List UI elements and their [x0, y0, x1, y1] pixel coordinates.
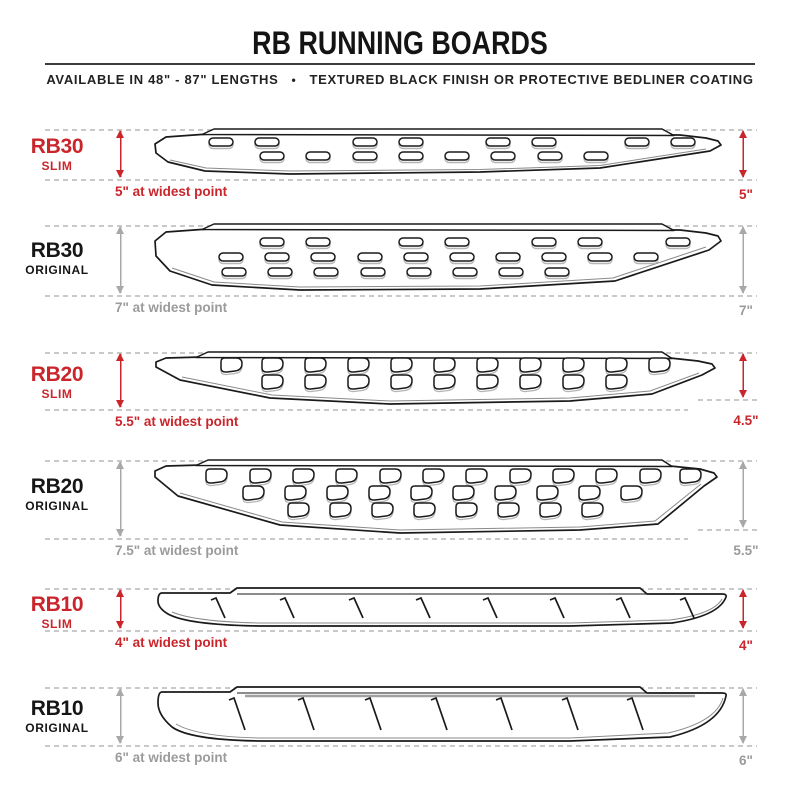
model-name: RB10	[30, 593, 84, 616]
board-drawing-rb10-original	[150, 685, 732, 745]
model-variant: ORIGINAL	[25, 263, 89, 277]
board-drawing-rb30-slim	[150, 127, 728, 179]
left-measure-arrow	[116, 461, 125, 537]
left-measure-arrow	[116, 130, 125, 178]
model-label: RB30 SLIM	[6, 136, 108, 172]
model-label: RB10 ORIGINAL	[6, 698, 108, 734]
board-drawing-rb20-slim	[150, 350, 728, 409]
left-measure-arrow	[116, 226, 125, 294]
title-divider	[45, 63, 755, 65]
bottom-guide-dashed-line	[45, 179, 757, 181]
model-variant: SLIM	[41, 617, 73, 631]
model-variant: ORIGINAL	[25, 499, 89, 513]
right-guide-dashed-line	[698, 529, 758, 531]
model-variant: ORIGINAL	[25, 721, 89, 735]
widest-point-caption: 7" at widest point	[115, 300, 228, 315]
right-measure-label: 4"	[739, 638, 753, 653]
board-drawing-rb10-slim	[150, 586, 732, 630]
board-drawing-rb30-original	[150, 223, 728, 295]
model-label: RB10 SLIM	[6, 594, 108, 630]
right-measure-label: 4.5"	[733, 413, 759, 428]
bottom-guide-dashed-line	[45, 745, 757, 747]
model-name: RB10	[30, 697, 84, 720]
widest-point-caption: 6" at widest point	[115, 750, 228, 765]
subtitle-finish: TEXTURED BLACK FINISH OR PROTECTIVE BEDL…	[309, 72, 754, 87]
bottom-guide-dashed-line	[45, 295, 757, 297]
board-drawing-rb20-original	[150, 458, 728, 538]
bullet-separator: •	[291, 72, 297, 87]
page-title: RB RUNNING BOARDS	[252, 25, 548, 61]
bottom-guide-dashed-line	[45, 409, 688, 411]
widest-point-caption: 5.5" at widest point	[115, 414, 239, 429]
model-name: RB30	[30, 135, 84, 158]
right-measure-arrow	[739, 130, 748, 178]
model-label: RB20 ORIGINAL	[6, 476, 108, 512]
subtitle: AVAILABLE IN 48" - 87" LENGTHS • TEXTURE…	[0, 72, 800, 87]
right-guide-dashed-line	[698, 399, 758, 401]
right-measure-arrow	[739, 589, 748, 629]
left-measure-arrow	[116, 589, 125, 629]
right-measure-arrow	[739, 353, 748, 398]
model-variant: SLIM	[41, 387, 73, 401]
widest-point-caption: 5" at widest point	[115, 184, 228, 199]
widest-point-caption: 4" at widest point	[115, 635, 228, 650]
left-measure-arrow	[116, 353, 125, 408]
model-label: RB30 ORIGINAL	[6, 240, 108, 276]
model-name: RB30	[30, 239, 84, 262]
model-variant: SLIM	[41, 159, 73, 173]
header: RB RUNNING BOARDS	[0, 0, 800, 62]
model-label: RB20 SLIM	[6, 364, 108, 400]
subtitle-lengths: AVAILABLE IN 48" - 87" LENGTHS	[46, 72, 279, 87]
left-measure-arrow	[116, 688, 125, 744]
right-measure-label: 5.5"	[733, 543, 759, 558]
right-measure-arrow	[739, 461, 748, 528]
right-measure-label: 5"	[739, 187, 753, 202]
widest-point-caption: 7.5" at widest point	[115, 543, 239, 558]
bottom-guide-dashed-line	[45, 538, 688, 540]
model-name: RB20	[30, 363, 84, 386]
right-measure-arrow	[739, 226, 748, 294]
right-measure-label: 7"	[739, 303, 753, 318]
right-measure-label: 6"	[739, 753, 753, 768]
right-measure-arrow	[739, 688, 748, 744]
bottom-guide-dashed-line	[45, 630, 757, 632]
model-name: RB20	[30, 475, 84, 498]
